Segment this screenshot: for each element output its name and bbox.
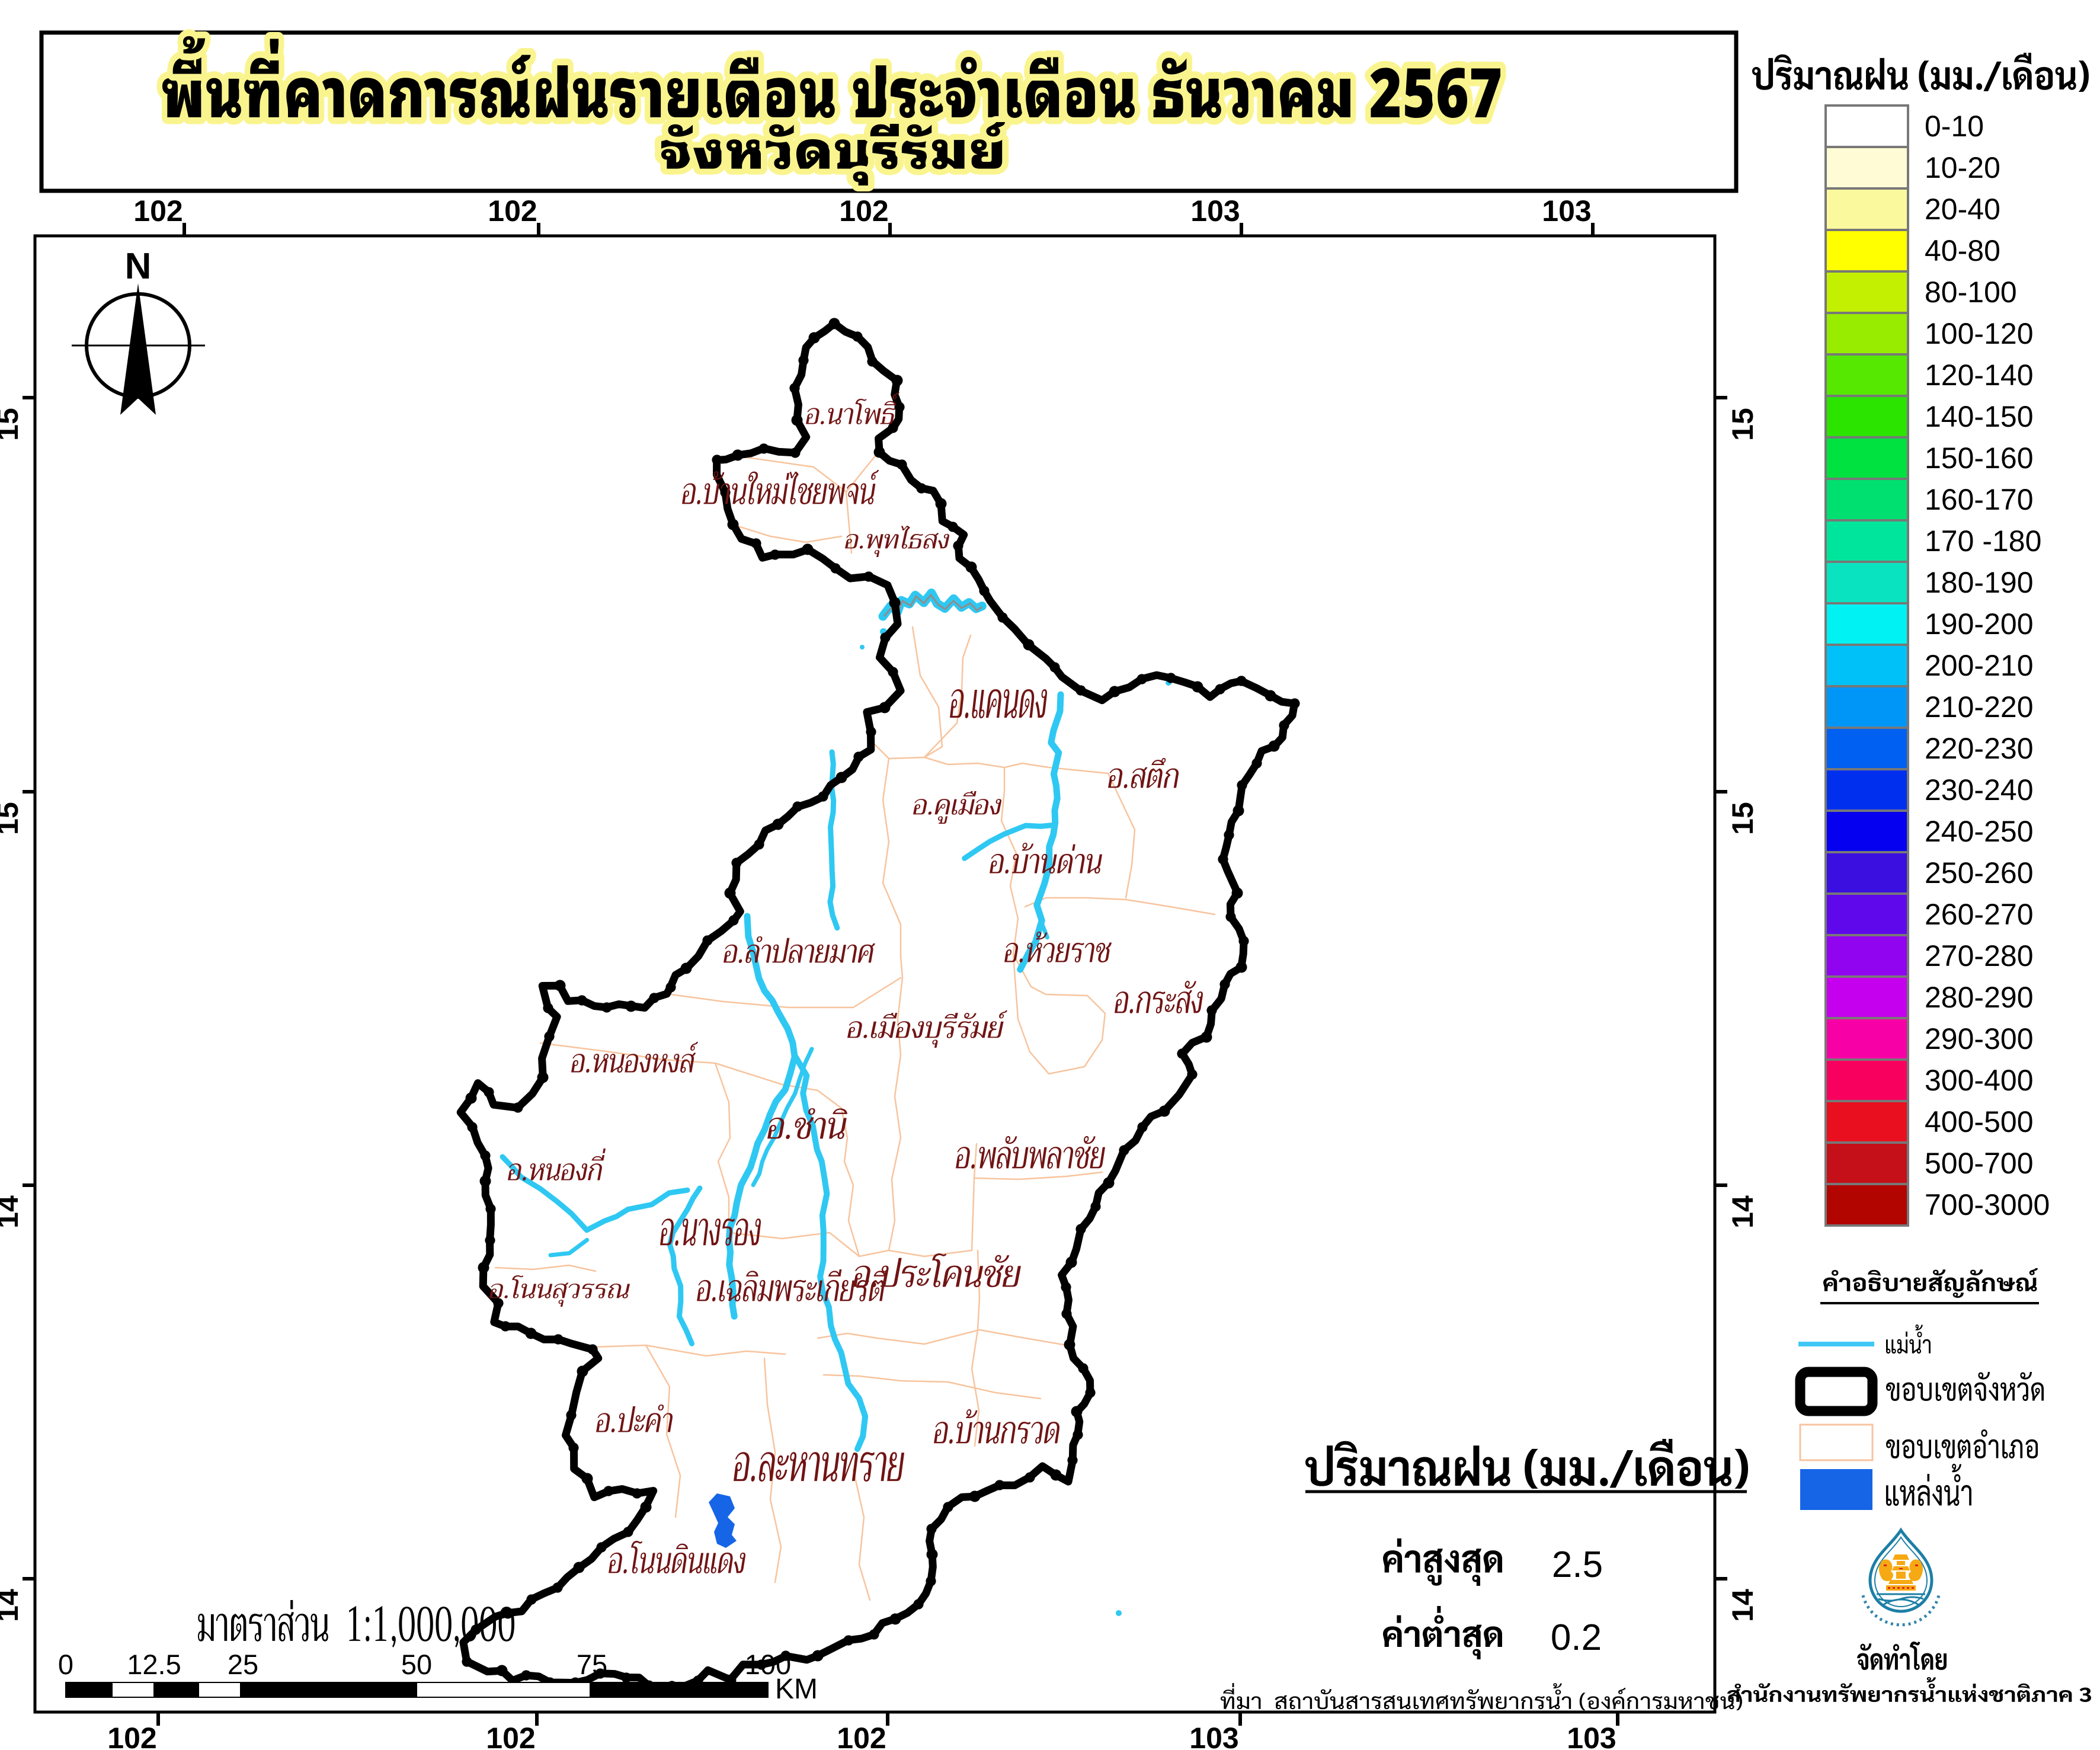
svg-text:15: 15	[0, 408, 24, 441]
svg-text:80-100: 80-100	[1925, 276, 2017, 309]
svg-text:102: 102	[839, 194, 888, 228]
svg-text:50: 50	[401, 1649, 432, 1680]
svg-text:0.2: 0.2	[1551, 1617, 1602, 1658]
svg-text:230-240: 230-240	[1925, 773, 2034, 807]
svg-text:12.5: 12.5	[127, 1649, 181, 1680]
svg-text:10-20: 10-20	[1925, 151, 2000, 184]
svg-text:280-290: 280-290	[1925, 981, 2034, 1014]
svg-text:500-700: 500-700	[1925, 1147, 2034, 1180]
svg-text:103: 103	[1542, 194, 1591, 228]
svg-text:270-280: 270-280	[1925, 939, 2034, 972]
svg-text:KM: KM	[775, 1674, 818, 1705]
svg-text:75: 75	[577, 1649, 607, 1680]
svg-text:103: 103	[1189, 1722, 1238, 1750]
svg-text:0: 0	[58, 1649, 73, 1680]
svg-text:260-270: 260-270	[1925, 898, 2034, 931]
svg-text:25: 25	[228, 1649, 258, 1680]
svg-text:20-40: 20-40	[1925, 193, 2000, 226]
svg-text:220-230: 220-230	[1925, 732, 2034, 765]
svg-text:120-140: 120-140	[1925, 359, 2034, 392]
svg-text:700-3000: 700-3000	[1925, 1188, 2050, 1221]
svg-text:250-260: 250-260	[1925, 856, 2034, 890]
svg-text:240-250: 240-250	[1925, 815, 2034, 848]
svg-text:102: 102	[488, 194, 537, 228]
svg-text:102: 102	[133, 194, 183, 228]
svg-text:102: 102	[486, 1722, 535, 1750]
svg-text:180-190: 180-190	[1925, 566, 2034, 599]
svg-text:400-500: 400-500	[1925, 1105, 2034, 1138]
svg-text:190-200: 190-200	[1925, 607, 2034, 641]
svg-text:150-160: 150-160	[1925, 442, 2034, 475]
svg-text:15: 15	[1726, 802, 1759, 835]
svg-text:15: 15	[0, 802, 24, 835]
svg-text:170 -180: 170 -180	[1925, 524, 2041, 558]
svg-text:200-210: 200-210	[1925, 649, 2034, 682]
svg-text:103: 103	[1567, 1722, 1616, 1750]
svg-text:300-400: 300-400	[1925, 1064, 2034, 1097]
svg-text:100: 100	[745, 1649, 791, 1680]
svg-text:210-220: 210-220	[1925, 690, 2034, 724]
svg-text:290-300: 290-300	[1925, 1022, 2034, 1055]
svg-text:102: 102	[837, 1722, 886, 1750]
svg-text:15: 15	[1726, 408, 1759, 441]
svg-text:160-170: 160-170	[1925, 483, 2034, 516]
svg-text:103: 103	[1190, 194, 1240, 228]
svg-text:2.5: 2.5	[1552, 1544, 1603, 1585]
svg-text:100-120: 100-120	[1925, 317, 2034, 350]
svg-text:14: 14	[0, 1589, 24, 1622]
svg-text:14: 14	[0, 1195, 24, 1228]
svg-text:N: N	[125, 246, 152, 287]
svg-text:14: 14	[1726, 1195, 1759, 1228]
svg-text:140-150: 140-150	[1925, 400, 2034, 433]
svg-text:102: 102	[107, 1722, 156, 1750]
svg-text:40-80: 40-80	[1925, 234, 2000, 267]
svg-text:0-10: 0-10	[1925, 110, 1984, 143]
svg-text:14: 14	[1726, 1589, 1759, 1622]
